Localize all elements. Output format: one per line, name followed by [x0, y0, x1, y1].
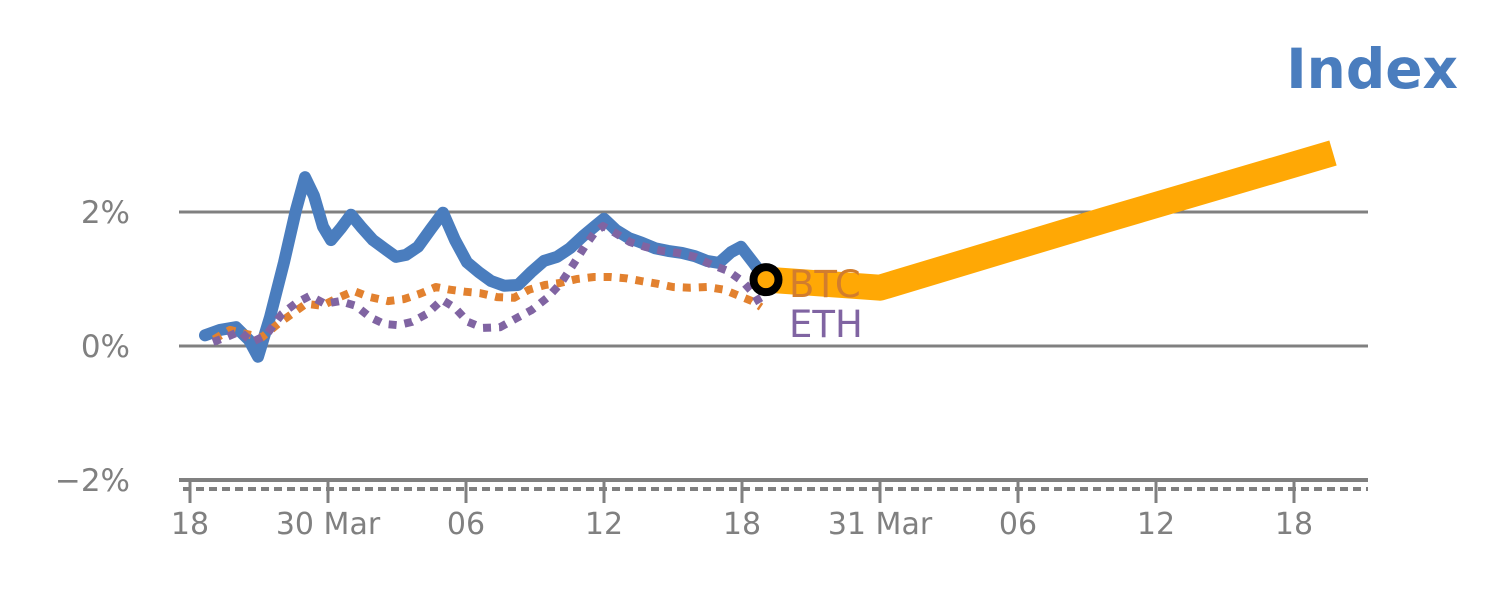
y-tick-label-neg2pct: −2%: [55, 463, 130, 499]
x-tick-label-5: 31 Mar: [828, 507, 933, 542]
x-tick-label-8: 18: [1275, 507, 1313, 542]
x-tick-label-1: 30 Mar: [276, 507, 381, 542]
marker-layer: [749, 263, 783, 297]
x-tick-label-6: 06: [999, 507, 1037, 542]
x-tick-label-4: 18: [723, 507, 761, 542]
x-tick-label-7: 12: [1137, 507, 1175, 542]
series-line-eth: [211, 222, 766, 346]
series-layer: [199, 140, 1337, 363]
series-line-index-projection: [766, 140, 1337, 301]
eth-series-label: ETH: [789, 303, 863, 346]
series-line-btc: [211, 273, 764, 343]
x-tick-label-0: 18: [171, 507, 209, 542]
chart-title: Index: [1286, 37, 1458, 101]
current-value-marker: [749, 263, 783, 297]
x-tick-label-3: 12: [585, 507, 623, 542]
y-tick-label-0pct: 0%: [81, 329, 130, 365]
y-tick-label-2pct: 2%: [81, 195, 130, 231]
series-line-index: [199, 171, 770, 363]
grid-layer: [179, 210, 1368, 503]
x-tick-label-2: 06: [447, 507, 485, 542]
btc-series-label: BTC: [789, 263, 861, 306]
